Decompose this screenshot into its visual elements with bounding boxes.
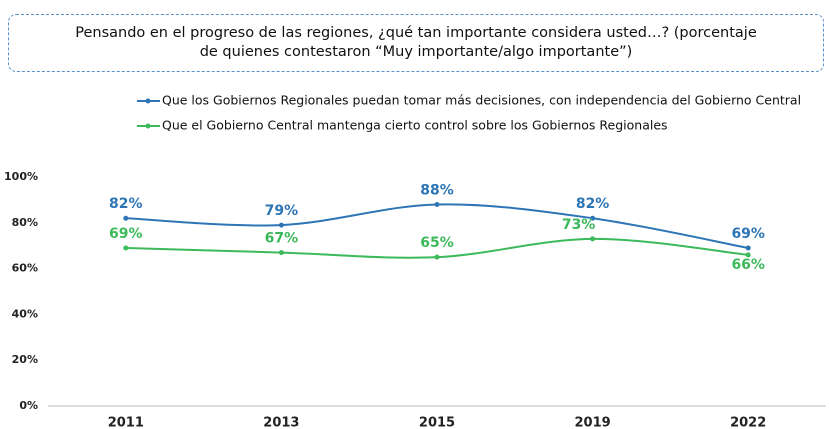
legend-marker	[145, 98, 151, 104]
point	[590, 215, 596, 221]
point	[745, 245, 751, 251]
data-label: 65%	[420, 235, 454, 251]
data-label: 67%	[265, 231, 299, 247]
point	[590, 236, 596, 242]
point	[745, 252, 751, 258]
legend-marker	[145, 123, 151, 129]
y-tick-label: 100%	[4, 170, 38, 183]
legend-label: Que el Gobierno Central mantenga cierto …	[162, 118, 668, 133]
y-tick-label: 60%	[12, 262, 38, 275]
point	[434, 201, 440, 207]
x-tick-label: 2015	[419, 416, 455, 429]
data-label: 82%	[576, 196, 610, 212]
data-label: 69%	[109, 226, 143, 242]
y-tick-label: 40%	[12, 307, 38, 320]
data-label: 88%	[420, 182, 454, 198]
x-tick-label: 2011	[108, 416, 144, 429]
data-label: 69%	[731, 226, 765, 242]
y-tick-label: 80%	[12, 216, 38, 229]
data-label: 66%	[731, 257, 765, 273]
point	[278, 222, 284, 228]
point	[434, 254, 440, 260]
data-label: 79%	[265, 203, 299, 219]
x-tick-label: 2022	[730, 416, 766, 429]
data-label: 73%	[562, 217, 596, 233]
point	[123, 245, 129, 251]
y-tick-label: 0%	[19, 399, 38, 412]
legend-label: Que los Gobiernos Regionales puedan toma…	[162, 93, 801, 108]
x-tick-label: 2019	[575, 416, 611, 429]
chart-title: Pensando en el progreso de las regiones,…	[8, 14, 824, 72]
x-tick-label: 2013	[263, 416, 299, 429]
point	[123, 215, 129, 221]
data-label: 82%	[109, 196, 143, 212]
y-tick-label: 20%	[12, 353, 38, 366]
point	[278, 250, 284, 256]
